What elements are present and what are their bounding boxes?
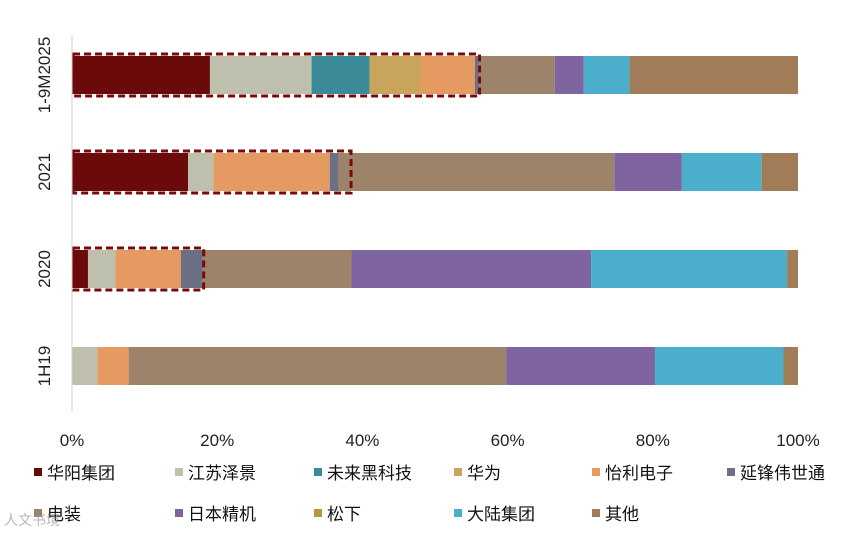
bar-segment [761,153,798,191]
bar-segment [97,347,129,385]
bar-segment [72,250,88,288]
legend-swatch [34,509,42,517]
legend-swatch [175,468,183,476]
legend-label: 华阳集团 [47,464,115,484]
bar-segment [614,153,682,191]
bar-segment [338,153,615,191]
highlight-box [71,52,482,98]
bar-segment [351,250,592,288]
bar-segment [506,347,655,385]
highlight-boxes-layer [71,52,482,292]
y-tick-label: 2021 [35,153,54,191]
y-tick-label: 2020 [35,250,54,288]
bar-segment [213,153,330,191]
bar-segment [783,347,798,385]
legend-swatch [314,468,322,476]
legend-label: 怡利电子 [605,464,673,484]
legend-label: 松下 [327,505,361,525]
bar-segment [329,153,339,191]
bar-segment [369,56,421,94]
bar-segment [128,347,507,385]
bar-segment [202,250,352,288]
legend-swatch [454,468,462,476]
bar-segment [72,56,210,94]
bar-segment [188,153,214,191]
x-axis-labels: 0% 20% 40% 60% 80% 100% [60,431,820,450]
bar-segment [72,347,98,385]
bar-segment [474,56,479,94]
x-tick-label: 100% [776,431,819,450]
x-tick-label: 80% [636,431,670,450]
legend-swatch [592,468,600,476]
x-tick-label: 40% [345,431,379,450]
bar-segment [420,56,475,94]
legend-swatch [727,468,735,476]
legend-swatch [454,509,462,517]
bar-segment [629,56,798,94]
legend-label: 华为 [467,464,501,484]
legend-label: 电装 [47,505,81,525]
legend-swatch [592,509,600,517]
x-tick-label: 60% [491,431,525,450]
watermark: 人文书境 [4,513,60,529]
x-tick-label: 0% [60,431,85,450]
legend-label: 大陆集团 [467,505,535,525]
bar-segment [180,250,203,288]
legend-label: 日本精机 [188,505,256,525]
bar-segment [654,347,784,385]
x-tick-label: 20% [200,431,234,450]
legend-swatch [34,468,42,476]
bar-segment [591,250,788,288]
legend-swatch [175,509,183,517]
y-tick-label: 1-9M2025 [35,37,54,114]
bar-segment [554,56,584,94]
bar-segment [209,56,312,94]
legend-label: 江苏泽景 [188,464,256,484]
highlight-box [71,246,206,292]
bar-segment [115,250,181,288]
legend-swatch [314,509,322,517]
bar-segment [87,250,116,288]
bars-layer [72,56,798,385]
y-tick-label: 1H19 [35,346,54,387]
bar-segment [787,250,798,288]
y-axis-labels: 1-9M2025 2021 2020 1H19 [35,37,54,387]
highlight-box [71,149,353,195]
legend-label: 未来黑科技 [327,464,412,484]
bar-segment [311,56,370,94]
bar-segment [72,153,189,191]
bar-segment [478,56,555,94]
legend-label: 其他 [605,505,639,525]
bar-segment [681,153,762,191]
bar-segment [583,56,630,94]
legend-label: 延锋伟世通 [740,464,825,484]
